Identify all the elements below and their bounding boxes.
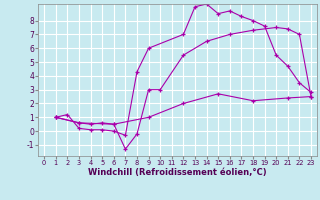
X-axis label: Windchill (Refroidissement éolien,°C): Windchill (Refroidissement éolien,°C) [88, 168, 267, 177]
